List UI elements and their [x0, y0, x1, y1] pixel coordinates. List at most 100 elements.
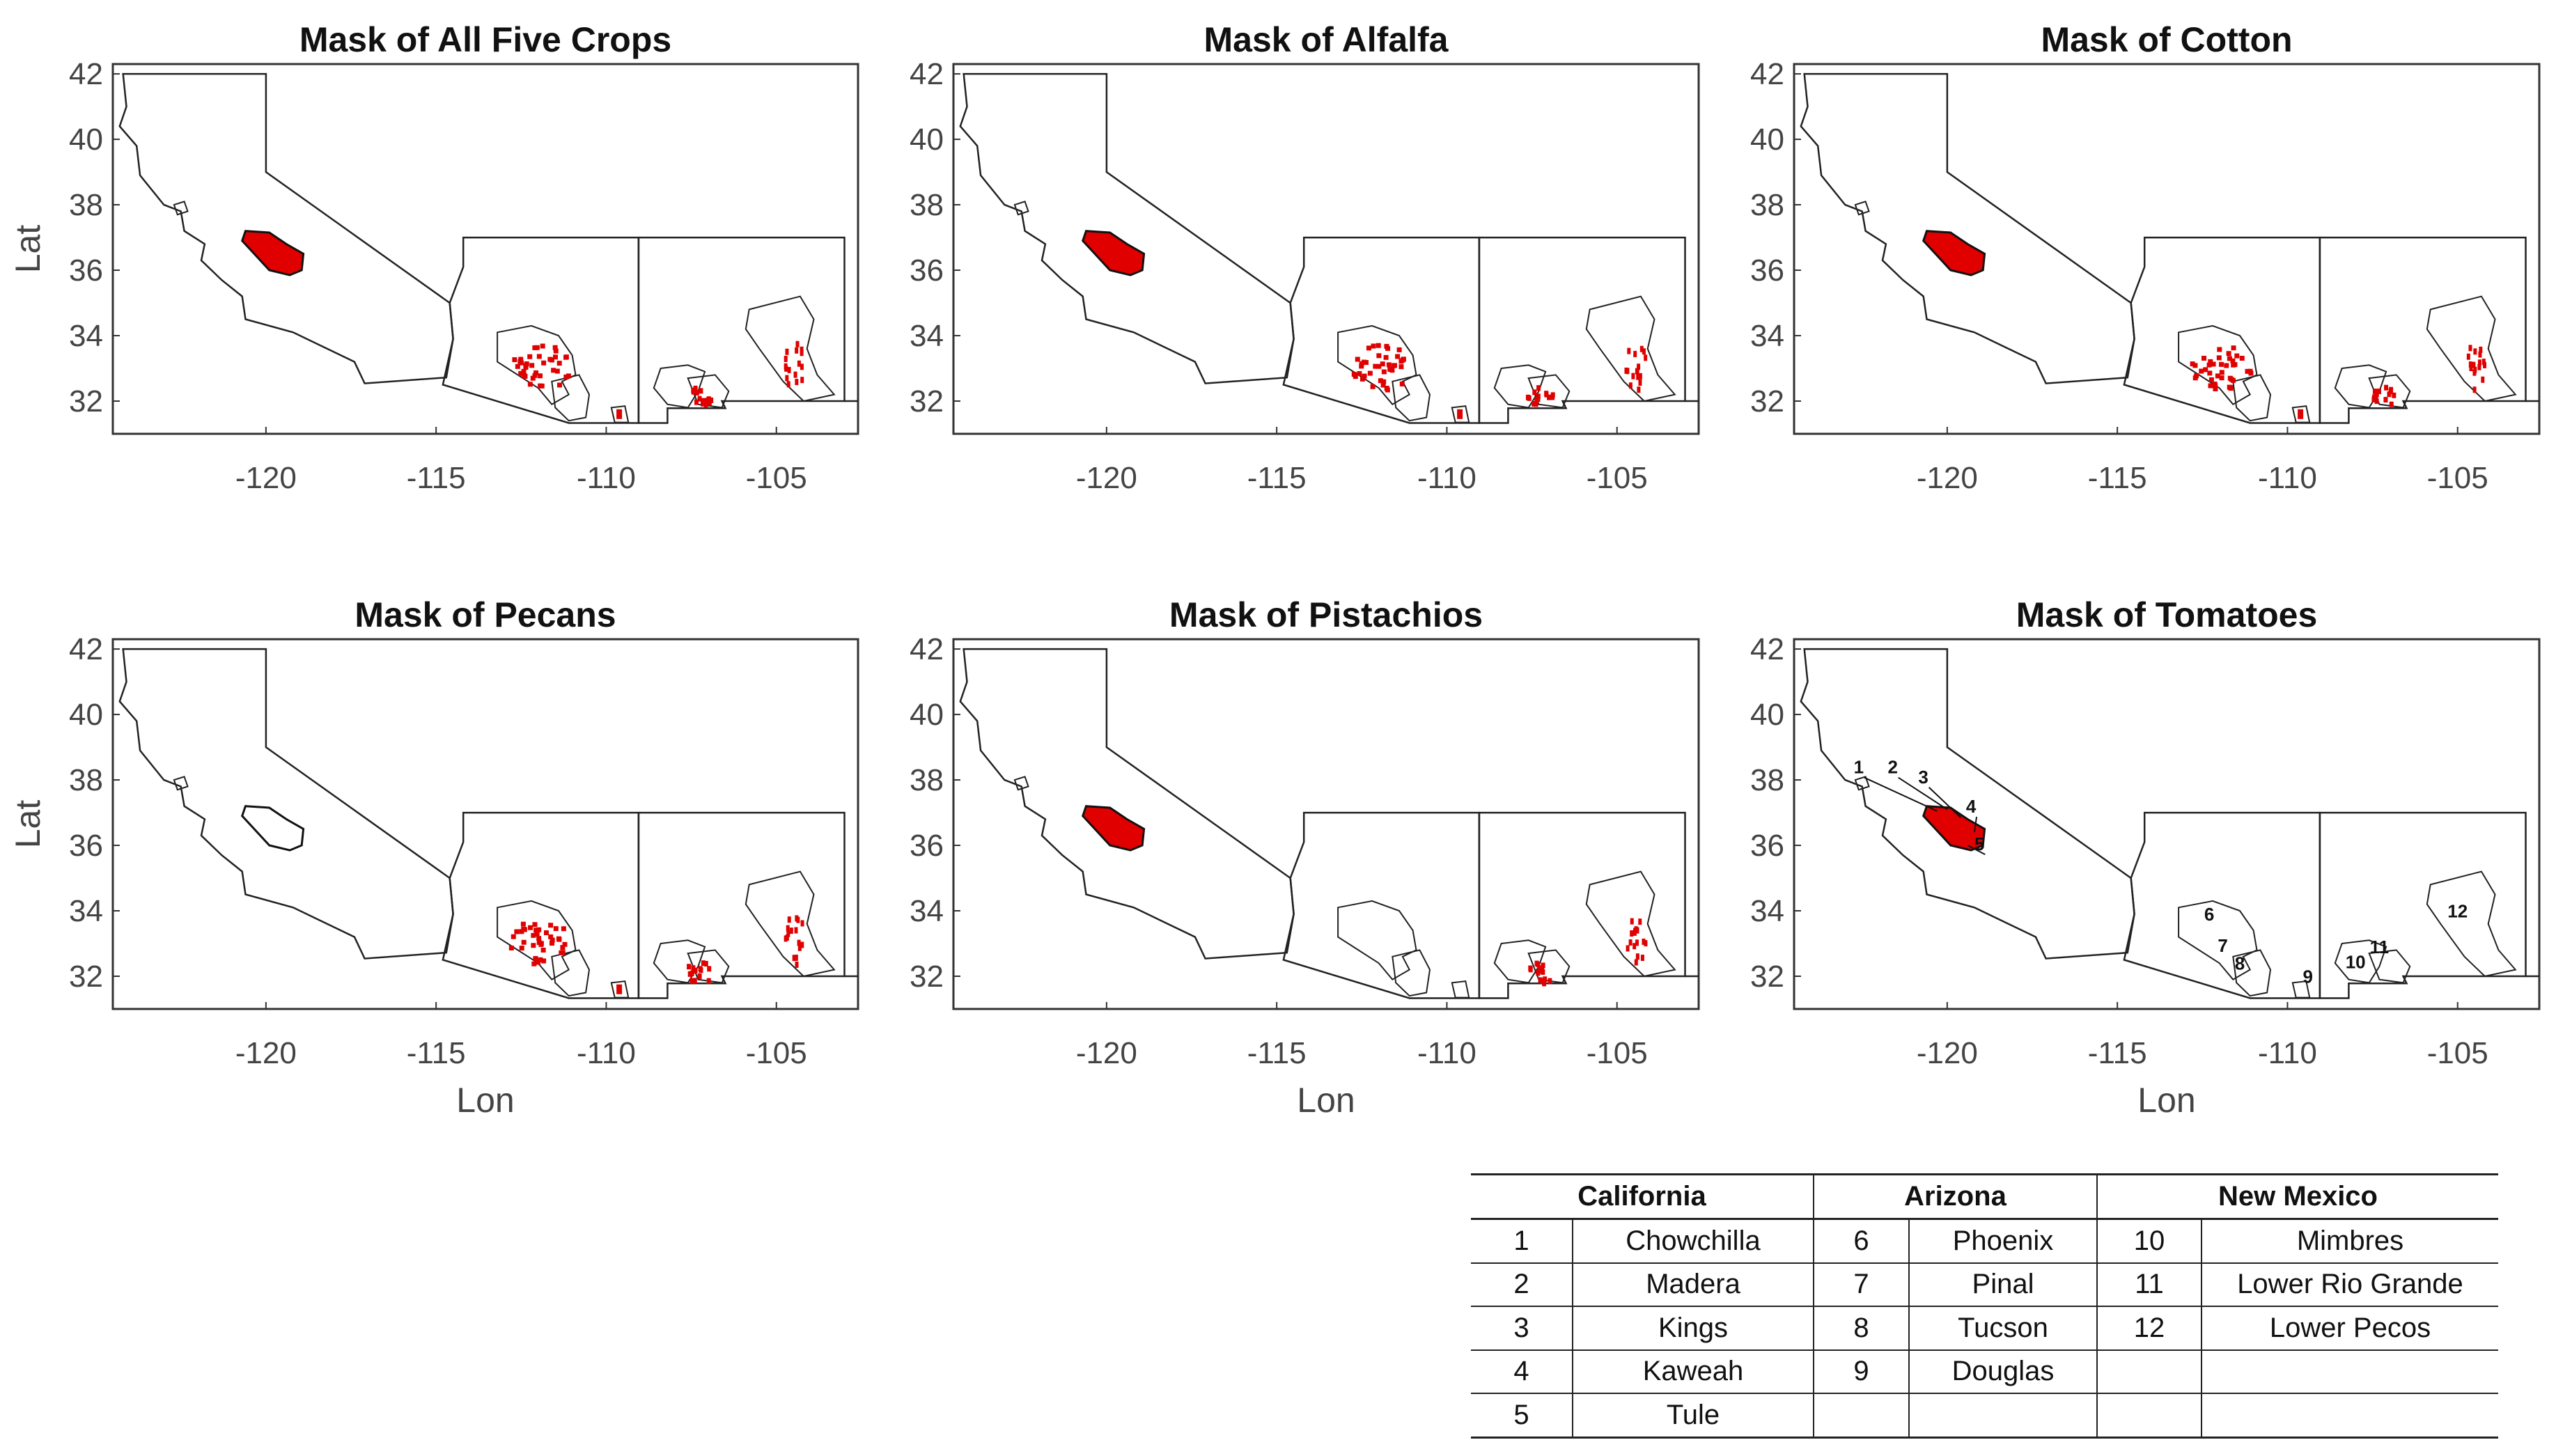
- mask-pixel: [2213, 386, 2218, 391]
- table-row: 2 Madera 7 Pinal 11 Lower Rio Grande: [1471, 1262, 2498, 1308]
- mask-pixel: [1392, 363, 1398, 368]
- mask-pixel: [2472, 386, 2477, 393]
- mask-pixel: [2248, 370, 2254, 376]
- mask-pixel: [548, 934, 554, 939]
- new-mexico-outline: [1478, 236, 1686, 424]
- mask-pixel: [2192, 363, 2198, 368]
- mask-pixel: [795, 340, 800, 347]
- lon-tick-label: -120: [1917, 1036, 1978, 1070]
- mask-pixel: [1634, 959, 1638, 966]
- mask-pixel: [2234, 353, 2240, 359]
- mask-pixel: [1631, 373, 1635, 379]
- table-cell: [2201, 1393, 2498, 1439]
- mask-pixel: [1638, 918, 1642, 925]
- mask-pixel: [2477, 359, 2481, 366]
- mask-pixel: [549, 941, 554, 946]
- new-mexico-outline: [2319, 236, 2527, 424]
- mask-pixel: [521, 368, 527, 374]
- mask-pixel: [1359, 363, 1364, 369]
- basin-outline-azWest: [2178, 324, 2258, 405]
- mask-pixel: [538, 373, 543, 379]
- mask-pixel: [697, 396, 702, 402]
- mask-pixel: [1378, 378, 1383, 384]
- mask-pixel: [616, 984, 623, 994]
- table-row: 3 Kings 8 Tucson 12 Lower Pecos: [1471, 1306, 2498, 1351]
- mask-pixel: [514, 929, 520, 934]
- mask-pixel: [784, 355, 788, 362]
- san-joaquin-basin: [1922, 805, 1986, 852]
- mask-pixel: [800, 346, 804, 353]
- x-axis-label: Lon: [2137, 1081, 2195, 1120]
- mask-pixel: [2190, 361, 2195, 367]
- lat-tick-label: 36: [910, 253, 944, 288]
- lon-tick-label: -105: [2427, 1036, 2488, 1070]
- table-cell: 5: [1471, 1393, 1573, 1439]
- table-cell: 8: [1813, 1306, 1909, 1351]
- mask-pixel: [2219, 370, 2224, 375]
- table-header-california: California: [1471, 1173, 1814, 1220]
- plot-frame: [111, 638, 859, 1010]
- mask-pixel: [1399, 381, 1405, 386]
- mask-pixel: [2469, 365, 2473, 372]
- mask-pixel: [531, 943, 536, 948]
- lon-tick-label: -105: [2427, 461, 2488, 495]
- mask-pixel: [1359, 361, 1364, 366]
- leader-line: [1898, 776, 1948, 811]
- basin-outline-azWest: [2178, 900, 2258, 980]
- lon-tick-label: -110: [1417, 461, 1476, 495]
- mask-pixel: [2208, 383, 2213, 389]
- mask-pixel: [1644, 354, 1648, 361]
- mask-pixel: [1637, 386, 1641, 393]
- mask-pixel: [800, 350, 804, 357]
- table-cell: Kings: [1572, 1306, 1814, 1351]
- mask-pixel: [2388, 389, 2393, 395]
- panel-title: Mask of Pecans: [354, 595, 616, 634]
- lon-tick-label: -110: [577, 461, 636, 495]
- mask-pixel: [2208, 377, 2214, 382]
- basin-outline-douglas: [1451, 980, 1470, 999]
- mask-pixel: [518, 370, 524, 376]
- mask-pixel: [693, 385, 698, 391]
- lon-tick-label: -115: [407, 1036, 466, 1070]
- mask-pixel: [533, 370, 539, 375]
- lon-tick-label: -105: [746, 1036, 807, 1070]
- y-axis-label: Lat: [8, 800, 47, 849]
- mask-pixel: [1639, 345, 1644, 352]
- mask-pixel: [1373, 363, 1378, 369]
- plot-frame: [952, 638, 1700, 1010]
- mask-pixel: [1395, 354, 1401, 359]
- y-axis-label: Lat: [8, 225, 47, 274]
- mask-pixel: [784, 363, 788, 370]
- mask-pixel: [530, 375, 536, 381]
- bay-basin-outline: [1854, 201, 1870, 216]
- mask-pixel: [701, 398, 706, 404]
- lon-tick-label: -120: [1076, 1036, 1137, 1070]
- lat-tick-label: 34: [69, 319, 103, 353]
- mask-pixel: [792, 955, 796, 962]
- mask-pixel: [2392, 392, 2397, 398]
- mask-pixel: [531, 961, 537, 966]
- table-cell: 9: [1813, 1349, 1909, 1395]
- mask-pixel: [2472, 361, 2476, 368]
- region-label: 8: [2235, 953, 2245, 974]
- mask-pixel: [1628, 939, 1632, 946]
- mask-pixel: [691, 387, 696, 393]
- mask-pixel: [1635, 368, 1639, 375]
- mask-pixel: [1541, 969, 1545, 975]
- table-cell: [1908, 1393, 2097, 1439]
- leader-line: [1864, 776, 1938, 812]
- table-cell: 6: [1813, 1219, 1909, 1264]
- mask-pixel: [1538, 977, 1543, 983]
- mask-pixel: [691, 965, 696, 971]
- mask-pixel: [793, 371, 797, 378]
- san-joaquin-basin: [1081, 230, 1146, 276]
- mask-pixel: [2374, 398, 2379, 405]
- lat-tick-label: 38: [69, 188, 103, 222]
- mask-pixel: [693, 967, 698, 973]
- mask-pixel: [1541, 962, 1545, 969]
- mask-pixel: [2468, 361, 2472, 368]
- mask-pixel: [1532, 389, 1537, 396]
- basin-outline-riogrande: [687, 949, 730, 984]
- mask-pixel: [2203, 367, 2208, 373]
- lat-tick-label: 42: [1750, 632, 1784, 666]
